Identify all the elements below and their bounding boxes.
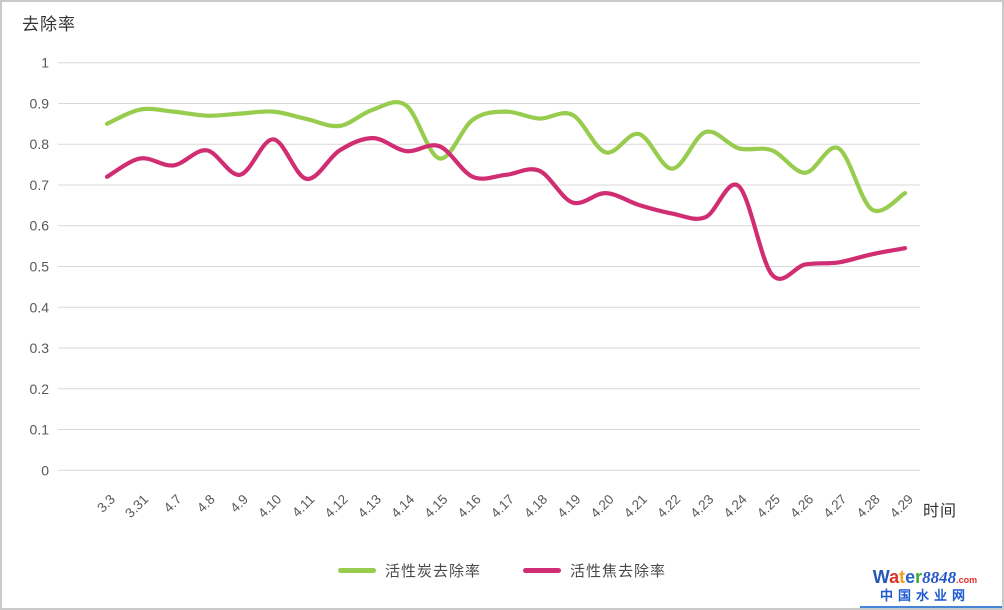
x-tick-label: 4.14 <box>388 491 418 521</box>
x-tick-label: 4.9 <box>227 492 251 516</box>
watermark-letter: e <box>905 567 916 588</box>
x-tick-label: 4.26 <box>787 492 816 521</box>
x-tick-label: 4.12 <box>322 492 351 521</box>
x-tick-label: 3.31 <box>122 492 151 521</box>
line-chart: 1 0.9 0.8 0.7 0.6 0.5 0.4 0.3 0.2 0.1 0 3.3 3.31 4.7 4… <box>30 55 920 521</box>
watermark-brand-letters: Water <box>873 567 922 587</box>
x-tick-label: 4.22 <box>654 492 683 521</box>
legend-line-green-icon <box>337 568 376 573</box>
series-line-0 <box>104 100 908 214</box>
legend-label-activated-carbon: 活性炭去除率 <box>384 564 481 580</box>
x-tick-label: 4.27 <box>820 492 849 521</box>
y-tick-label: 1 <box>41 55 49 71</box>
x-axis-title: 时间 <box>923 503 958 520</box>
x-tick-label: 4.15 <box>421 492 450 521</box>
x-tick-label: 4.20 <box>588 492 617 521</box>
x-tick-label: 4.13 <box>355 492 384 521</box>
y-tick-label: 0.5 <box>30 259 50 275</box>
watermark-site-name: 中国水业网 <box>879 588 970 604</box>
series-line-1 <box>104 136 908 281</box>
watermark-brand-number: 8848 <box>922 568 957 588</box>
y-axis-title: 去除率 <box>22 15 76 34</box>
watermark-letter: W <box>872 567 890 588</box>
watermark-underline <box>860 606 1002 608</box>
x-tick-label: 4.24 <box>721 491 751 521</box>
watermark-letter: r <box>915 567 923 588</box>
x-tick-label: 4.7 <box>161 492 185 516</box>
y-tick-label: 0.1 <box>30 422 50 438</box>
x-tick-label: 4.29 <box>887 492 916 521</box>
y-tick-label: 0 <box>41 462 49 478</box>
watermark-letter: t <box>899 567 906 588</box>
x-tick-label: 4.23 <box>687 492 716 521</box>
x-tick-label: 4.16 <box>455 492 484 521</box>
y-tick-label: 0.3 <box>30 340 50 356</box>
legend-line-pink-icon <box>523 568 561 573</box>
watermark-brand-tld: .com <box>956 575 978 586</box>
x-tick-label: 4.8 <box>194 492 218 516</box>
x-tick-label: 4.25 <box>754 492 783 521</box>
watermark-brand: Water8848.com <box>854 568 996 587</box>
x-tick-label: 4.19 <box>554 492 583 521</box>
x-tick-label: 4.11 <box>289 492 317 520</box>
x-tick-label: 4.28 <box>854 492 883 521</box>
watermark-letter: a <box>889 567 900 588</box>
x-tick-label: 4.10 <box>255 492 284 521</box>
watermark-logo: Water8848.com 中国水业网 <box>854 568 996 603</box>
y-tick-label: 0.9 <box>30 95 50 111</box>
x-tick-label: 4.21 <box>621 492 650 521</box>
legend-item-activated-carbon: 活性炭去除率 <box>337 560 481 581</box>
y-tick-label: 0.6 <box>30 218 50 234</box>
legend: 活性炭去除率 活性焦去除率 <box>2 560 1002 581</box>
y-tick-label: 0.2 <box>30 381 50 397</box>
y-tick-label: 0.4 <box>30 299 50 315</box>
y-tick-label: 0.8 <box>30 136 50 152</box>
x-tick-label: 4.17 <box>488 492 517 521</box>
x-tick-label: 4.18 <box>521 492 550 521</box>
legend-item-activated-coke: 活性焦去除率 <box>523 560 666 581</box>
y-tick-label: 0.7 <box>30 177 50 193</box>
x-tick-label: 3.3 <box>94 492 118 516</box>
legend-label-activated-coke: 活性焦去除率 <box>570 564 667 580</box>
